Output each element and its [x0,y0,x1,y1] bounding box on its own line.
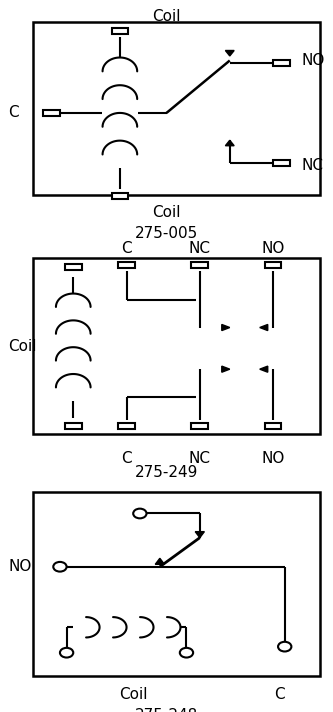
Text: NO: NO [261,241,285,256]
Text: C: C [121,451,132,466]
Circle shape [278,642,291,651]
FancyBboxPatch shape [273,160,290,166]
Text: C: C [8,105,19,120]
Text: C: C [121,241,132,256]
Circle shape [133,508,147,518]
Text: Coil: Coil [152,9,181,24]
Polygon shape [225,140,234,146]
FancyBboxPatch shape [118,262,135,268]
Polygon shape [222,366,230,372]
Text: 275-005: 275-005 [135,226,198,241]
Text: NO: NO [261,451,285,466]
Text: 275-249: 275-249 [135,465,198,480]
FancyBboxPatch shape [65,264,82,271]
Polygon shape [222,325,230,330]
Polygon shape [155,558,165,565]
Text: Coil: Coil [119,686,148,701]
Circle shape [180,648,193,658]
Polygon shape [195,532,204,538]
FancyBboxPatch shape [33,258,320,434]
Text: 275-248: 275-248 [135,708,198,712]
Text: Coil: Coil [8,338,37,354]
Polygon shape [260,366,268,372]
Text: C: C [274,686,285,701]
FancyBboxPatch shape [112,193,128,199]
FancyBboxPatch shape [43,110,60,116]
Text: NC: NC [189,451,211,466]
Polygon shape [225,51,234,56]
FancyBboxPatch shape [65,423,82,429]
Circle shape [60,648,73,658]
Text: NC: NC [301,158,323,173]
FancyBboxPatch shape [273,60,290,66]
Polygon shape [260,325,268,330]
FancyBboxPatch shape [118,423,135,429]
FancyBboxPatch shape [33,22,320,195]
FancyBboxPatch shape [191,262,208,268]
FancyBboxPatch shape [191,423,208,429]
Text: NC: NC [189,241,211,256]
Text: NO: NO [8,559,32,575]
FancyBboxPatch shape [33,492,320,676]
FancyBboxPatch shape [265,423,281,429]
Text: Coil: Coil [152,205,181,220]
Text: NO: NO [301,53,325,68]
FancyBboxPatch shape [265,262,281,268]
FancyBboxPatch shape [112,28,128,33]
Circle shape [53,562,67,572]
